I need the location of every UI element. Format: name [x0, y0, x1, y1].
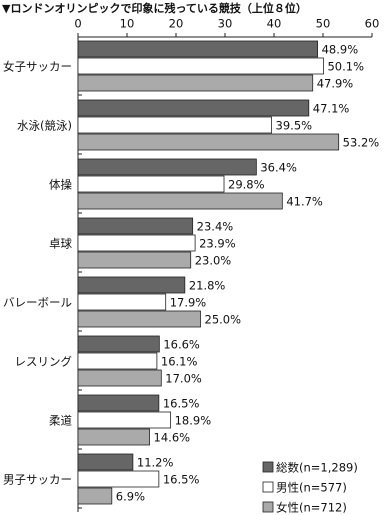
- x-tick-label: 40: [267, 17, 282, 31]
- x-tick-label: 20: [169, 17, 184, 31]
- bar: [77, 335, 160, 353]
- value-label: 41.7%: [286, 195, 323, 209]
- value-label: 6.9%: [116, 490, 145, 504]
- bar: [77, 116, 272, 134]
- bar: [77, 411, 172, 429]
- category-label: 体操: [49, 178, 72, 192]
- bar: [77, 234, 196, 252]
- bar: [77, 99, 310, 117]
- value-label: 16.6%: [163, 338, 200, 352]
- bar: [77, 192, 283, 210]
- bar: [77, 276, 186, 294]
- value-label: 14.6%: [154, 431, 191, 445]
- value-label: 16.5%: [163, 397, 200, 411]
- bar: [77, 470, 160, 488]
- value-label: 23.0%: [195, 254, 232, 268]
- value-label: 47.9%: [317, 77, 354, 91]
- x-tick-label: 60: [365, 17, 380, 31]
- category-label: バレーボール: [3, 296, 72, 310]
- value-label: 25.0%: [205, 313, 242, 327]
- category-label: 柔道: [49, 414, 72, 428]
- value-label: 17.9%: [170, 296, 207, 310]
- category-label: レスリング: [15, 355, 73, 369]
- value-label: 21.8%: [189, 279, 226, 293]
- legend-label: 女性(n=712): [276, 501, 347, 515]
- category-label: 女子サッカー: [3, 60, 72, 74]
- value-label: 29.8%: [228, 178, 265, 192]
- legend-swatch: [262, 461, 274, 473]
- value-label: 50.1%: [327, 60, 364, 74]
- value-label: 11.2%: [137, 456, 174, 470]
- chart-title: ▼ロンドンオリンピックで印象に残っている競技（上位８位）: [2, 1, 307, 15]
- value-label: 17.0%: [165, 372, 202, 386]
- value-label: 39.5%: [276, 119, 313, 133]
- x-tick-label: 50: [316, 17, 331, 31]
- bar: [77, 310, 201, 328]
- bar: [77, 453, 134, 471]
- category-label: 男子サッカー: [3, 473, 72, 487]
- bar: [77, 217, 194, 235]
- legend-label: 総数(n=1,289): [276, 461, 358, 475]
- bar: [77, 175, 225, 193]
- bar: [77, 293, 167, 311]
- category-label: 卓球: [49, 237, 72, 251]
- legend-label: 男性(n=577): [276, 481, 347, 495]
- category-label: 水泳(競泳): [17, 119, 72, 133]
- value-label: 48.9%: [322, 43, 359, 57]
- bar: [77, 251, 192, 269]
- value-label: 53.2%: [343, 136, 380, 150]
- bar: [77, 40, 319, 58]
- bar: [77, 158, 257, 176]
- value-label: 16.5%: [163, 473, 200, 487]
- value-label: 16.1%: [161, 355, 198, 369]
- x-tick-label: 10: [120, 17, 135, 31]
- bar: [77, 369, 162, 387]
- bar: [77, 394, 160, 412]
- bar: [77, 487, 113, 505]
- legend-swatch: [262, 501, 274, 513]
- x-tick-label: 30: [218, 17, 233, 31]
- value-label: 23.4%: [197, 220, 234, 234]
- bar: [77, 428, 150, 446]
- legend-swatch: [262, 481, 274, 493]
- value-label: 18.9%: [175, 414, 212, 428]
- value-label: 47.1%: [313, 102, 350, 116]
- bar: [77, 352, 158, 370]
- bar: [77, 57, 324, 75]
- value-label: 23.9%: [199, 237, 236, 251]
- bar: [77, 74, 314, 92]
- bar: [77, 133, 340, 151]
- value-label: 36.4%: [260, 161, 297, 175]
- x-tick-label: 0: [74, 17, 81, 31]
